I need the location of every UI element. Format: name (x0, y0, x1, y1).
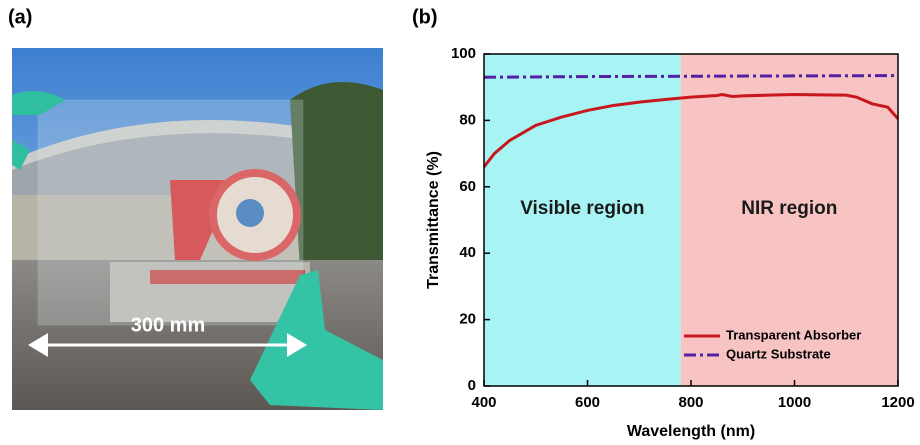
x-tick-label: 800 (678, 394, 703, 411)
x-axis-label: Wavelength (nm) (627, 423, 755, 440)
legend-label: Transparent Absorber (726, 327, 861, 342)
y-tick-label: 40 (459, 244, 476, 261)
y-tick-label: 20 (459, 311, 476, 328)
y-tick-label: 100 (451, 45, 476, 62)
y-tick-label: 0 (468, 377, 476, 394)
data-line (482, 92, 900, 168)
x-tick-label: 1000 (778, 394, 811, 411)
y-tick-label: 60 (459, 178, 476, 195)
y-axis-label: Transmittance (%) (425, 151, 442, 289)
photo (12, 48, 383, 410)
photo-annotation: 300 mm (131, 314, 206, 336)
y-tick-label: 80 (459, 111, 476, 128)
x-tick-label: 600 (575, 394, 600, 411)
x-tick-label: 400 (471, 394, 496, 411)
region-label: Visible region (520, 198, 644, 219)
data-line (483, 74, 899, 79)
x-tick-label: 1200 (881, 394, 914, 411)
region-label: NIR region (741, 198, 837, 219)
region (484, 54, 681, 386)
panel-label: (a) (8, 6, 32, 28)
panel-label: (b) (412, 6, 438, 28)
region (680, 54, 898, 386)
legend-label: Quartz Substrate (726, 346, 831, 361)
